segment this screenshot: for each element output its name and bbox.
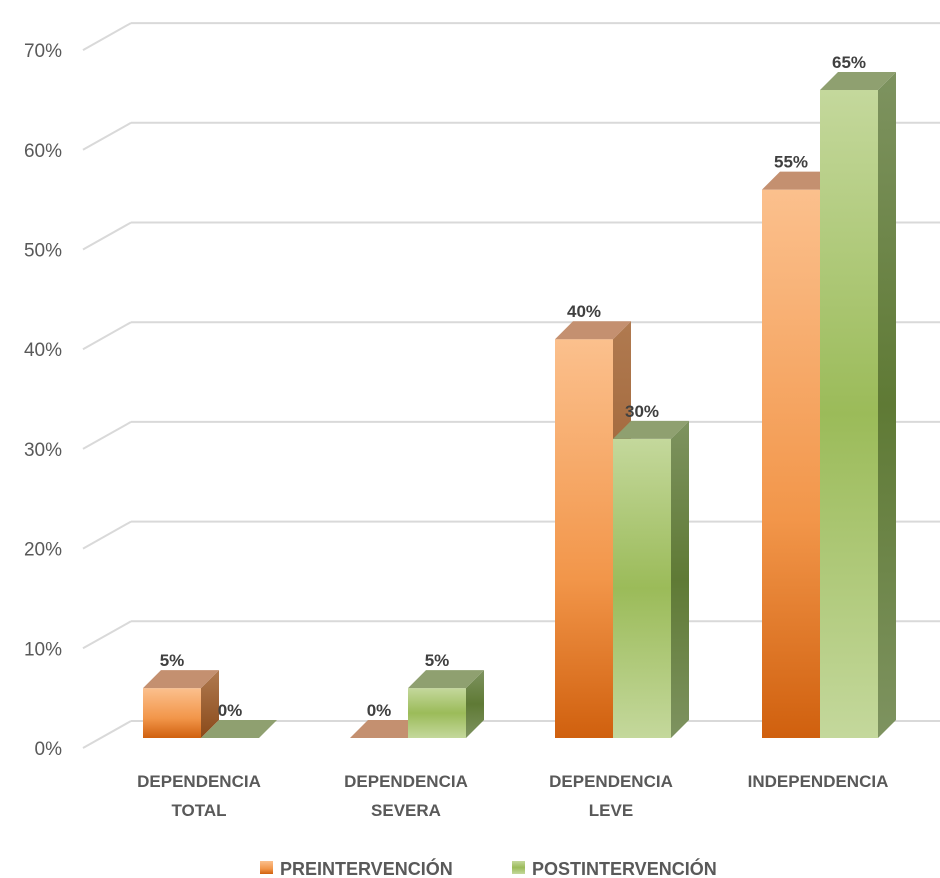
y-tick-label: 50% bbox=[24, 241, 62, 262]
data-label: 0% bbox=[367, 701, 392, 720]
legend-label-preintervencion: PREINTERVENCIÓN bbox=[280, 858, 453, 878]
bar-postintervencion bbox=[201, 720, 277, 738]
category-label: INDEPENDENCIA bbox=[748, 772, 889, 791]
y-tick-label: 30% bbox=[24, 440, 62, 461]
bar-postintervencion bbox=[613, 420, 689, 738]
category-label-line: INDEPENDENCIA bbox=[748, 772, 889, 791]
bar-postintervencion-front bbox=[408, 688, 466, 738]
y-tick-label: 60% bbox=[24, 141, 62, 162]
gridline-diagonal bbox=[82, 720, 132, 749]
bar-preintervencion-top bbox=[762, 171, 838, 190]
bar-postintervencion-side bbox=[671, 420, 689, 738]
category-label-line: DEPENDENCIA bbox=[137, 772, 261, 791]
gridline-diagonal bbox=[82, 121, 132, 151]
gridline-diagonal bbox=[82, 620, 132, 650]
bar-postintervencion-front bbox=[613, 438, 671, 738]
data-label: 5% bbox=[425, 651, 450, 670]
bar-preintervencion-top bbox=[143, 670, 219, 689]
legend-label-postintervencion: POSTINTERVENCIÓN bbox=[532, 858, 717, 878]
bar-preintervencion-front bbox=[762, 189, 820, 738]
data-label: 40% bbox=[567, 302, 601, 321]
bar-postintervencion bbox=[820, 71, 896, 738]
bar-postintervencion-side bbox=[466, 670, 484, 738]
bar-preintervencion bbox=[350, 720, 426, 738]
category-label-line: SEVERA bbox=[371, 801, 441, 820]
gridline-diagonal bbox=[82, 321, 132, 351]
y-tick-label: 20% bbox=[24, 540, 62, 561]
gridline-diagonal bbox=[82, 421, 132, 450]
gridline-diagonal bbox=[82, 221, 132, 251]
category-label: DEPENDENCIA SEVERA bbox=[344, 772, 468, 820]
legend-swatch-preintervencion bbox=[260, 861, 273, 874]
bar-postintervencion-top bbox=[820, 71, 896, 90]
bar-postintervencion-top bbox=[613, 420, 689, 439]
bar-postintervencion-top bbox=[201, 720, 277, 738]
gridline-diagonal bbox=[82, 22, 132, 51]
bar-preintervencion bbox=[143, 670, 219, 738]
category-label-line: DEPENDENCIA bbox=[549, 772, 673, 791]
y-tick-label: 40% bbox=[24, 340, 62, 361]
bar-preintervencion-top bbox=[555, 321, 631, 340]
category-label-line: LEVE bbox=[589, 801, 633, 820]
data-label: 30% bbox=[625, 402, 659, 421]
bar-postintervencion-top bbox=[408, 670, 484, 689]
y-tick-label: 10% bbox=[24, 639, 62, 660]
category-label-line: TOTAL bbox=[171, 801, 226, 820]
legend-swatch-postintervencion bbox=[512, 861, 525, 874]
data-label: 55% bbox=[774, 153, 808, 172]
bars: 5% 0% 0% 5% 40% 30% 55% 65% bbox=[143, 53, 896, 738]
bar-postintervencion-side bbox=[878, 71, 896, 738]
bar-preintervencion-front bbox=[555, 339, 613, 738]
bar-preintervencion-side bbox=[201, 670, 219, 738]
gridline-diagonal bbox=[82, 520, 132, 550]
category-label: DEPENDENCIA TOTAL bbox=[137, 772, 261, 820]
y-axis: 0% 10% 20% 30% 40% 50% 60% 70% bbox=[24, 41, 62, 760]
data-label: 65% bbox=[832, 53, 866, 72]
bar-postintervencion bbox=[408, 670, 484, 738]
data-label: 0% bbox=[218, 701, 243, 720]
data-label: 5% bbox=[160, 651, 185, 670]
bar-preintervencion-top bbox=[350, 720, 426, 738]
bar-postintervencion-front bbox=[820, 89, 878, 738]
category-label: DEPENDENCIA LEVE bbox=[549, 772, 673, 820]
bar-preintervencion-front bbox=[143, 688, 201, 738]
category-label-line: DEPENDENCIA bbox=[344, 772, 468, 791]
legend: PREINTERVENCIÓN POSTINTERVENCIÓN bbox=[260, 858, 717, 878]
y-tick-label: 70% bbox=[24, 41, 62, 62]
y-tick-label: 0% bbox=[35, 739, 63, 760]
